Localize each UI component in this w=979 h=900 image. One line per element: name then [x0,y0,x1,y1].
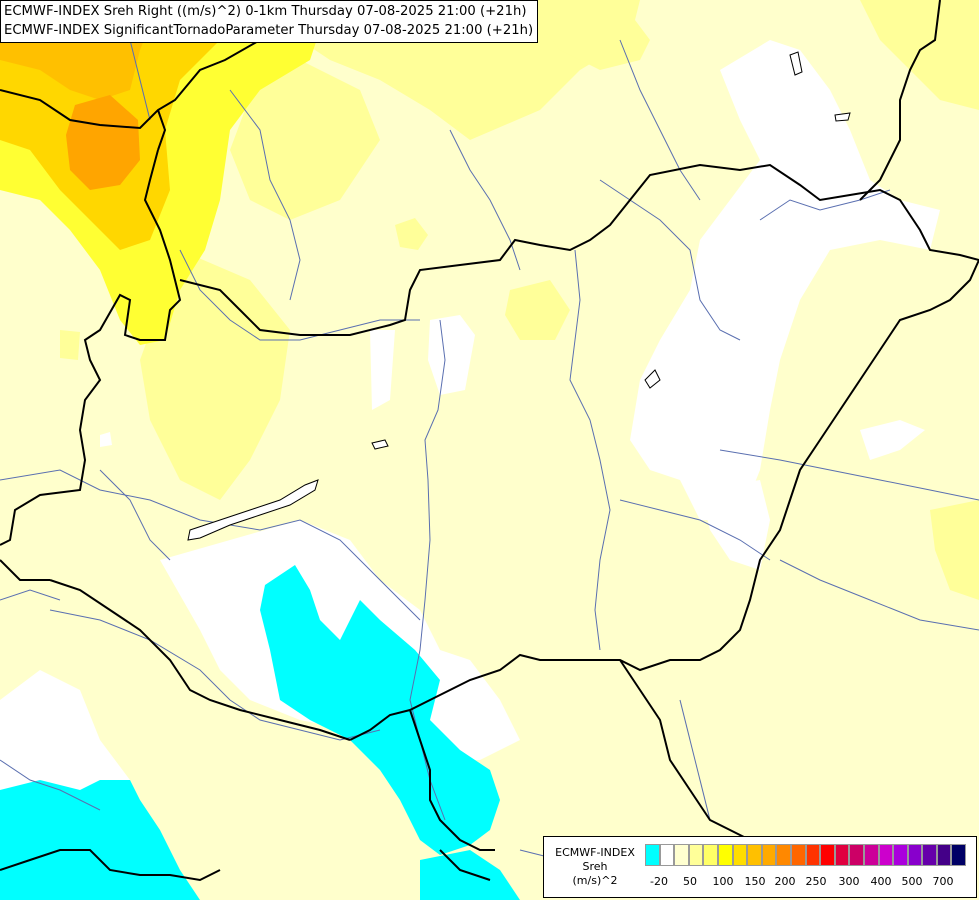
legend-swatch [893,844,908,866]
title-stp: ECMWF-INDEX SignificantTornadoParameter … [4,23,534,38]
legend-swatch [863,844,879,866]
lake-outlines [187,51,851,541]
color-legend: ECMWF-INDEX Sreh (m/s)^2 -20 50 100 150 200 2… [543,836,977,898]
legend-tick-label: 200 [774,875,796,888]
legend-tick-label: 50 [683,875,697,888]
legend-swatch [659,844,675,866]
legend-swatch [820,844,835,866]
legend-swatch [747,844,762,866]
title-sreh: ECMWF-INDEX Sreh Right ((m/s)^2) 0-1km T… [4,4,527,19]
legend-tick-label: -20 [650,875,668,888]
legend-tick-label: 250 [805,875,827,888]
sreh-negative-field [0,565,520,900]
map-title-box: ECMWF-INDEX Sreh Right ((m/s)^2) 0-1km T… [0,0,539,43]
legend-swatch [834,844,850,866]
legend-title-parameter: Sreh [582,860,608,873]
legend-tick-labels: -20 50 100 150 200 250 300 400 500 700 [645,875,969,889]
legend-swatch [732,844,748,866]
legend-tick-label: 100 [712,875,734,888]
legend-swatch [805,844,821,866]
legend-tick-label: 500 [901,875,923,888]
sreh-50-100-field [60,0,979,600]
sreh-250-300-field [66,95,140,190]
legend-swatch [951,844,967,866]
legend-swatch [717,844,733,866]
legend-swatch [688,844,704,866]
legend-swatch [936,844,952,866]
legend-title: ECMWF-INDEX Sreh (m/s)^2 [548,846,642,888]
legend-tick-label: 150 [744,875,766,888]
legend-swatch [703,844,718,866]
legend-swatch [849,844,864,866]
legend-swatch [761,844,777,866]
legend-title-source: ECMWF-INDEX [555,846,635,859]
legend-swatch [645,844,660,866]
legend-tick-label: 400 [870,875,892,888]
legend-swatch [907,844,923,866]
legend-swatch [878,844,894,866]
legend-title-unit: (m/s)^2 [572,874,618,887]
legend-color-scale [645,844,967,866]
legend-tick-label: 700 [932,875,954,888]
legend-swatch [674,844,689,866]
legend-swatch [790,844,806,866]
legend-tick-label: 300 [838,875,860,888]
legend-swatch [776,844,791,866]
legend-swatch [922,844,937,866]
river-network [0,0,979,881]
